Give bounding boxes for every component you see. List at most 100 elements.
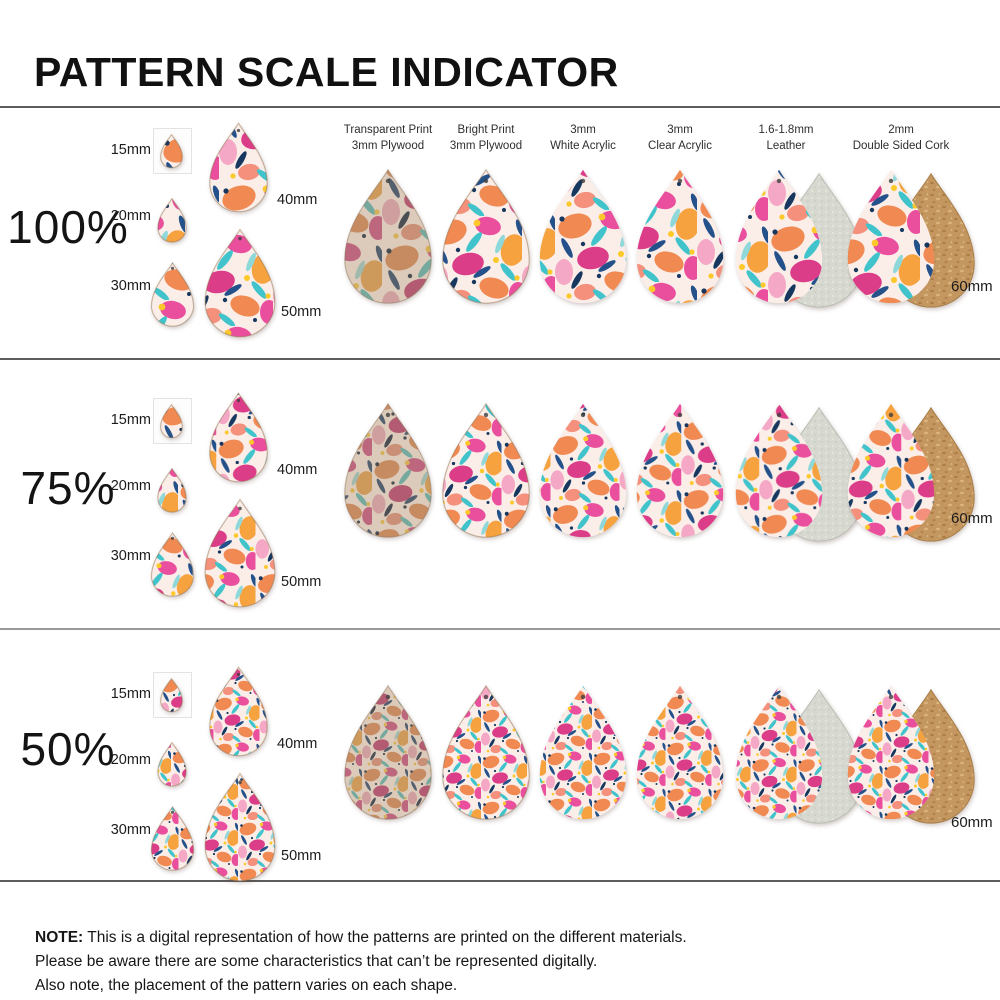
material-sample-leather [733,402,865,544]
material-sample-clear-acrylic [634,402,726,540]
teardrop-graphic [539,403,627,538]
material-sample-transparent-plywood [342,402,434,540]
teardrop-graphic [847,169,975,308]
size-sample-30mm [150,261,195,330]
size-label-15mm: 15mm [110,412,151,428]
size-label-30mm: 30mm [110,822,151,838]
page-title: PATTERN SCALE INDICATOR [34,49,619,96]
size-sample-40mm [208,666,269,758]
material-header-line2: 3mm Plywood [351,140,425,153]
teardrop-graphic [157,467,187,513]
sample-size-60mm-label: 60mm [951,510,993,527]
section-divider [0,106,1000,108]
material-header-clear-acrylic: 3mm Clear Acrylic [620,122,740,154]
teardrop-graphic [150,531,195,597]
material-header-bright-plywood: Bright Print 3mm Plywood [426,122,546,154]
material-header-cork: 2mm Double Sided Cork [826,122,976,154]
material-header-line2: White Acrylic [550,140,616,153]
size-label-30mm: 30mm [110,278,151,294]
scale-percentage-label: 75% [20,462,116,514]
footer-note: NOTE: This is a digital representation o… [35,926,687,998]
size-sample-40mm [208,392,269,484]
size-label-50mm: 50mm [281,304,322,320]
size-label-20mm: 20mm [110,752,151,768]
teardrop-graphic [157,741,187,787]
teardrop-graphic [160,403,183,439]
material-sample-bright-plywood [440,168,532,306]
teardrop-graphic [157,197,187,243]
teardrop-graphic [160,677,183,713]
material-sample-transparent-plywood [342,684,434,822]
teardrop-graphic [442,168,530,304]
scale-row-75pct: 75% 15mm 20mm 30mm 40mm 50mm 60mm [0,358,1000,628]
size-sample-15mm [160,133,183,169]
material-header-line1: 3mm [667,124,693,136]
teardrop-graphic [847,403,975,542]
teardrop-graphic [204,228,276,338]
teardrop-graphic [344,684,432,820]
material-sample-clear-acrylic [634,168,726,306]
size-sample-50mm [203,498,277,609]
material-header-line1: 2mm [888,124,914,136]
section-divider [0,628,1000,630]
sample-size-60mm-label: 60mm [951,278,993,295]
scale-row-100pct: 100% 15mm 20mm 30mm 40mm 50mm Transparent Prin… [0,106,1000,358]
size-sample-40mm [208,122,269,214]
material-sample-leather [733,168,865,310]
size-sample-20mm [157,197,187,243]
teardrop-graphic [539,169,627,304]
material-header-white-acrylic: 3mm White Acrylic [523,122,643,154]
teardrop-graphic [160,133,183,169]
material-header-line1: 1.6-1.8mm [758,124,814,136]
size-label-40mm: 40mm [277,192,318,208]
material-sample-transparent-plywood [342,168,434,306]
material-sample-white-acrylic [537,168,629,306]
material-header-line1: Transparent Print [343,124,433,136]
teardrop-graphic [150,261,195,327]
teardrop-graphic [150,805,195,871]
teardrop-graphic [735,685,863,824]
teardrop-graphic [735,403,863,542]
teardrop-graphic [442,402,530,538]
size-sample-15mm [160,677,183,713]
teardrop-graphic [735,169,863,308]
size-label-20mm: 20mm [110,208,151,224]
material-header-line1: 3mm [570,124,596,136]
section-divider [0,358,1000,360]
size-sample-15mm [160,403,183,439]
size-sample-50mm [203,772,277,883]
size-sample-20mm [157,467,187,513]
note-line-3: Also note, the placement of the pattern … [35,976,458,994]
size-label-30mm: 30mm [110,548,151,564]
teardrop-graphic [636,403,724,538]
teardrop-graphic [636,685,724,820]
material-sample-cork [845,168,977,310]
size-label-40mm: 40mm [277,462,318,478]
size-label-20mm: 20mm [110,478,151,494]
teardrop-graphic [847,685,975,824]
size-label-15mm: 15mm [110,686,151,702]
material-header-line2: 3mm Plywood [449,140,523,153]
size-sample-50mm [203,228,277,339]
material-sample-bright-plywood [440,684,532,822]
material-sample-cork [845,684,977,826]
material-header-transparent-plywood: Transparent Print 3mm Plywood [328,122,448,154]
material-header-line2: Clear Acrylic [648,140,712,153]
note-line-1: This is a digital representation of how … [87,928,687,946]
size-sample-30mm [150,805,195,874]
scale-percentage-label: 100% [7,201,129,253]
size-sample-30mm [150,531,195,600]
teardrop-graphic [209,666,268,757]
material-sample-white-acrylic [537,402,629,540]
note-line-2: Please be aware there are some character… [35,952,598,970]
material-header-line1: Bright Print [457,124,515,136]
section-divider [0,880,1000,882]
material-header-line2: Leather [766,140,806,153]
size-label-40mm: 40mm [277,736,318,752]
material-sample-leather [733,684,865,826]
teardrop-graphic [344,402,432,538]
teardrop-graphic [204,498,276,608]
scale-percentage-label: 50% [20,723,116,775]
teardrop-graphic [204,772,276,882]
